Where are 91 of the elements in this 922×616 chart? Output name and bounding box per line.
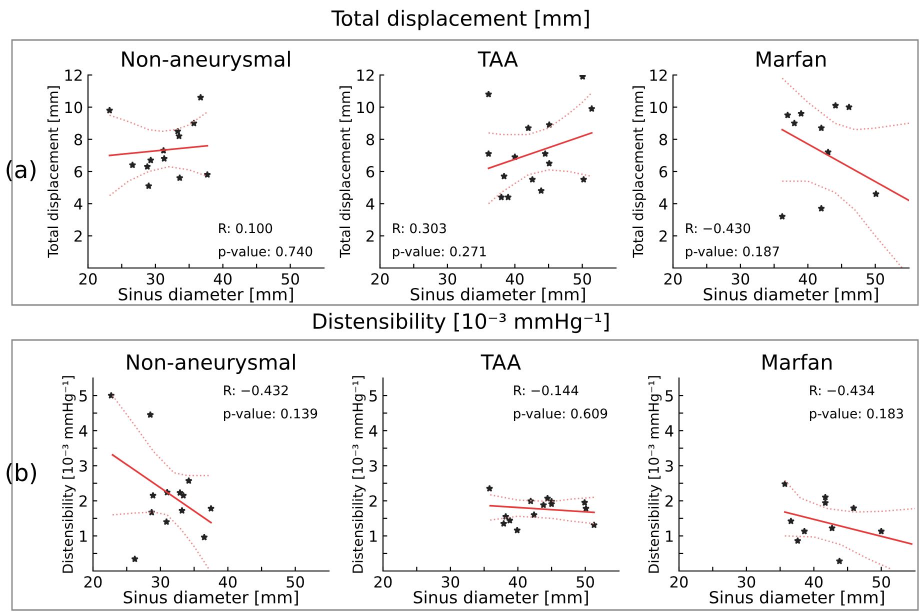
- annotation: p-value: 0.187: [686, 246, 779, 259]
- x-axis-title: Sinus diameter [mm]: [124, 590, 298, 606]
- annotation: p-value: 0.271: [393, 246, 486, 259]
- y-tick-label: 5: [80, 390, 87, 402]
- x-tick-label: 20: [670, 576, 688, 588]
- y-axis-title: Distensibility [10⁻³ mmHg⁻¹]: [352, 376, 366, 573]
- y-axis-title: Total displacement [mm]: [339, 86, 353, 258]
- y-tick-label: 8: [659, 134, 668, 146]
- chart-title: Non-aneurysmal: [127, 354, 295, 374]
- annotation: R: −0.430: [686, 223, 750, 234]
- x-tick-label: 50: [576, 576, 594, 588]
- text: (b): [6, 463, 36, 484]
- text: Distensibility [10⁻³ mmHg⁻¹]: [314, 312, 609, 334]
- x-tick-label: 50: [866, 273, 884, 285]
- y-tick-label: 3: [80, 460, 87, 472]
- x-tick-label: 40: [506, 273, 524, 285]
- y-tick-label: 3: [666, 460, 673, 472]
- y-tick-label: 2: [370, 495, 377, 507]
- text: (a): [6, 160, 36, 182]
- x-axis-title: Sinus diameter [mm]: [710, 590, 884, 606]
- x-tick-label: 30: [152, 576, 170, 588]
- annotation: R: −0.432: [224, 385, 288, 396]
- x-tick-label: 50: [286, 576, 304, 588]
- x-tick-label: 30: [442, 576, 460, 588]
- y-tick-label: 8: [366, 134, 374, 146]
- y-tick-label: 6: [74, 166, 82, 178]
- chart-title: TAA: [480, 354, 521, 370]
- x-axis-title: Sinus diameter [mm]: [414, 590, 588, 606]
- annotation: R: 0.303: [393, 223, 446, 234]
- x-tick-label: 30: [438, 273, 456, 285]
- x-tick-label: 20: [371, 273, 389, 285]
- y-tick-label: 6: [366, 166, 374, 178]
- y-tick-label: 8: [74, 134, 82, 146]
- annotation: p-value: 0.740: [219, 246, 312, 259]
- y-tick-label: 2: [660, 230, 667, 242]
- y-tick-label: 3: [370, 460, 377, 472]
- y-tick-label: 1: [666, 530, 673, 542]
- y-tick-label: 5: [666, 390, 673, 402]
- chart-title: TAA: [478, 51, 518, 67]
- y-tick-label: 4: [369, 425, 378, 436]
- y-tick-label: 12: [65, 69, 82, 81]
- y-tick-label: 10: [65, 102, 82, 114]
- x-tick-label: 20: [84, 576, 102, 588]
- y-axis-title: Total displacement [mm]: [632, 86, 646, 258]
- y-axis-title: Total displacement [mm]: [47, 86, 61, 258]
- x-tick-label: 20: [664, 273, 682, 285]
- x-tick-label: 20: [79, 273, 97, 285]
- x-tick-label: 20: [374, 576, 392, 588]
- x-axis-title: Sinus diameter [mm]: [410, 288, 585, 303]
- y-tick-label: 10: [357, 102, 374, 114]
- annotation: R: 0.100: [219, 223, 272, 234]
- x-tick-label: 40: [214, 273, 232, 285]
- y-tick-label: 4: [665, 425, 674, 436]
- y-tick-label: 5: [370, 390, 377, 402]
- y-tick-label: 1: [370, 530, 377, 542]
- x-tick-label: 40: [798, 273, 817, 285]
- x-tick-label: 50: [282, 273, 299, 285]
- x-tick-label: 50: [574, 273, 591, 285]
- y-tick-label: 12: [357, 69, 374, 81]
- y-tick-label: 4: [659, 198, 668, 210]
- y-tick-label: 4: [74, 198, 82, 210]
- annotation: R: −0.434: [810, 385, 874, 396]
- x-tick-label: 30: [732, 273, 750, 285]
- x-tick-label: 30: [146, 273, 164, 285]
- text: Total displacement [mm]: [331, 10, 589, 30]
- y-tick-label: 10: [650, 102, 668, 114]
- chart-title: Non-aneurysmal: [122, 50, 290, 71]
- y-axis-title: Distensibility [10⁻³ mmHg⁻¹]: [648, 376, 662, 573]
- chart-title: Marfan: [756, 50, 826, 67]
- x-tick-label: 50: [872, 576, 890, 588]
- y-tick-label: 4: [79, 425, 88, 436]
- y-tick-label: 1: [80, 530, 87, 542]
- annotation: p-value: 0.183: [810, 408, 903, 422]
- annotation: R: −0.144: [514, 385, 578, 396]
- x-tick-label: 40: [218, 576, 237, 588]
- y-tick-label: 6: [659, 166, 668, 178]
- y-tick-label: 2: [74, 230, 82, 242]
- y-tick-label: 2: [666, 495, 673, 507]
- y-tick-label: 2: [366, 230, 374, 242]
- x-axis-title: Sinus diameter [mm]: [704, 288, 878, 303]
- y-axis-title: Distensibility [10⁻³ mmHg⁻¹]: [62, 376, 76, 573]
- y-tick-label: 2: [80, 495, 87, 507]
- x-tick-label: 40: [508, 576, 527, 588]
- x-axis-title: Sinus diameter [mm]: [118, 288, 293, 303]
- chart-title: Marfan: [762, 354, 832, 370]
- y-tick-label: 12: [650, 69, 667, 81]
- x-tick-label: 40: [804, 576, 823, 588]
- y-tick-label: 4: [366, 198, 374, 210]
- annotation: p-value: 0.609: [514, 408, 608, 422]
- x-tick-label: 30: [738, 576, 756, 588]
- annotation: p-value: 0.139: [224, 408, 318, 422]
